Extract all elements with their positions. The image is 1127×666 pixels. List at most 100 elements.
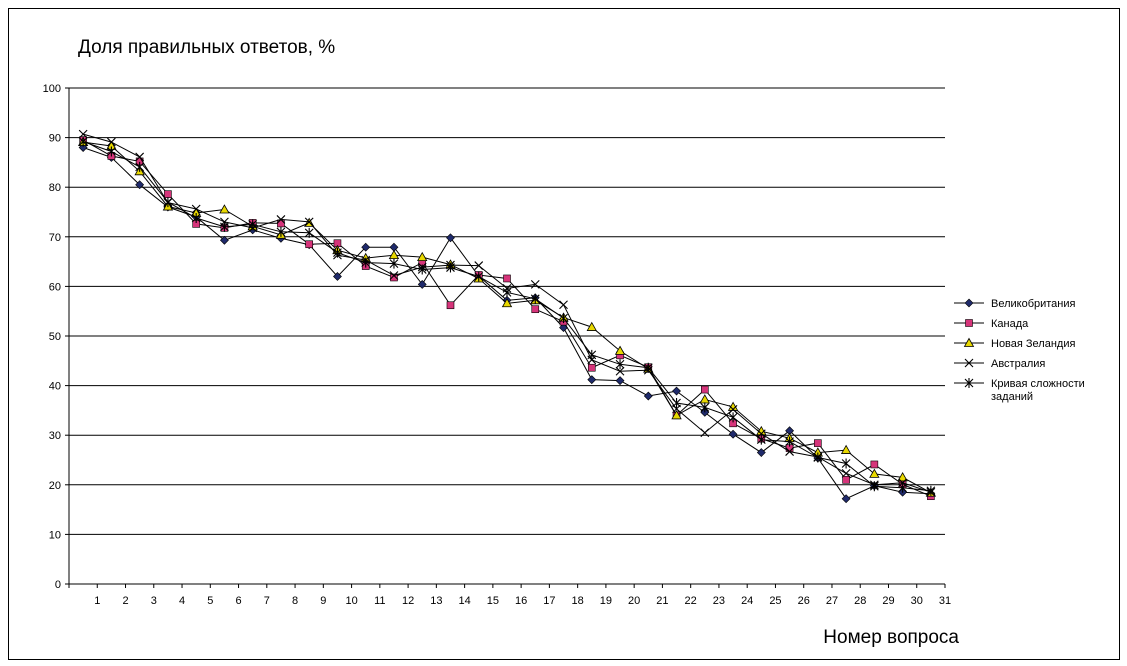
data-point xyxy=(333,247,342,258)
data-point xyxy=(728,405,738,414)
data-point xyxy=(587,363,596,372)
data-point xyxy=(615,359,625,370)
data-point xyxy=(587,375,597,385)
data-point xyxy=(615,376,625,386)
data-point xyxy=(503,274,511,283)
series-group xyxy=(77,129,937,504)
data-point xyxy=(586,321,597,331)
data-point xyxy=(163,197,173,208)
data-point xyxy=(135,161,145,172)
x-tick-label: 7 xyxy=(264,595,270,607)
series-4 xyxy=(78,129,936,497)
data-point xyxy=(587,349,597,360)
y-tick-label: 70 xyxy=(49,232,61,244)
data-point xyxy=(842,476,850,484)
data-point xyxy=(78,129,88,139)
chart-frame: Доля правильных ответов, % 0 10 20 30 40 50 60… xyxy=(8,8,1120,660)
legend-item-1: Великобритания xyxy=(954,298,1076,310)
x-tick-label: 1 xyxy=(94,595,100,607)
line-chart: Доля правильных ответов, % 0102030405060… xyxy=(43,37,1085,648)
data-point xyxy=(220,221,229,232)
data-point xyxy=(277,219,285,228)
x-axis-tick-labels: 1 2 3 4 5 6 7 8 9 10 11 12 13 14 15 16 17 18 19 20 21 22 23 24 2… xyxy=(68,584,951,607)
data-point xyxy=(814,439,822,447)
data-point xyxy=(897,472,908,482)
legend: Великобритания Канада Новая Зеландия Австра… xyxy=(954,298,1085,403)
data-point xyxy=(304,217,314,227)
data-point xyxy=(502,287,512,298)
data-point xyxy=(276,215,286,224)
data-point xyxy=(474,261,484,270)
legend-marker xyxy=(964,358,974,368)
data-point xyxy=(785,436,794,447)
data-point xyxy=(276,226,286,237)
x-tick-label: 19 xyxy=(600,595,612,607)
y-tick-label: 80 xyxy=(49,182,61,194)
legend-marker xyxy=(963,337,975,347)
x-axis-label: Номер вопроса xyxy=(823,627,959,648)
data-point xyxy=(559,313,568,324)
data-point xyxy=(926,485,936,496)
data-point xyxy=(417,264,427,275)
legend-label: Великобритания xyxy=(991,298,1076,310)
data-point xyxy=(728,412,738,423)
data-point xyxy=(756,448,766,457)
data-point xyxy=(672,397,681,408)
data-point xyxy=(898,482,908,493)
data-point xyxy=(614,345,626,355)
data-point xyxy=(672,386,681,396)
data-point xyxy=(135,152,145,162)
data-point xyxy=(530,280,540,289)
data-point xyxy=(389,271,399,280)
y-tick-label: 40 xyxy=(49,381,61,393)
x-tick-label: 6 xyxy=(235,595,241,607)
y-tick-label: 10 xyxy=(49,529,61,541)
data-point xyxy=(813,452,823,463)
series-2 xyxy=(79,136,935,501)
x-tick-label: 2 xyxy=(122,595,128,607)
data-point xyxy=(474,271,484,282)
data-point xyxy=(559,300,568,310)
data-point xyxy=(417,251,428,262)
chart-title: Доля правильных ответов, % xyxy=(78,37,335,58)
x-tick-label: 29 xyxy=(882,595,894,607)
x-tick-label: 20 xyxy=(628,595,640,607)
legend-marker xyxy=(964,378,974,388)
data-point xyxy=(446,233,455,243)
x-tick-label: 28 xyxy=(854,595,866,607)
x-tick-label: 15 xyxy=(487,595,499,607)
x-tick-label: 27 xyxy=(826,595,838,607)
data-point xyxy=(417,279,427,289)
series-1 xyxy=(78,143,936,504)
series-line xyxy=(82,133,932,493)
x-tick-label: 21 xyxy=(656,595,668,607)
x-tick-label: 31 xyxy=(939,595,951,607)
x-tick-label: 24 xyxy=(741,595,753,607)
data-point xyxy=(191,212,201,223)
legend-item-3: Новая Зеландия xyxy=(954,337,1075,350)
data-point xyxy=(361,242,371,252)
x-tick-label: 4 xyxy=(179,595,185,607)
x-tick-label: 22 xyxy=(685,595,697,607)
legend-label: Новая Зеландия xyxy=(991,338,1075,350)
y-tick-label: 20 xyxy=(49,480,61,492)
data-point xyxy=(869,481,879,492)
data-point xyxy=(700,428,710,438)
x-tick-label: 25 xyxy=(769,595,781,607)
data-point xyxy=(389,258,399,269)
data-point xyxy=(700,402,710,413)
data-point xyxy=(841,458,851,469)
data-point xyxy=(219,204,230,214)
data-point xyxy=(78,136,88,147)
legend-label: Австралия xyxy=(991,358,1045,370)
data-point xyxy=(728,429,738,439)
data-point xyxy=(106,137,116,147)
x-tick-label: 5 xyxy=(207,595,213,607)
data-point xyxy=(699,394,710,404)
series-5 xyxy=(78,136,936,496)
data-point xyxy=(530,293,540,304)
x-tick-label: 13 xyxy=(430,595,442,607)
data-point xyxy=(643,362,653,373)
y-tick-label: 30 xyxy=(49,430,61,442)
y-axis-tick-labels: 0 10 20 30 40 50 60 70 80 90 100 xyxy=(43,83,61,591)
